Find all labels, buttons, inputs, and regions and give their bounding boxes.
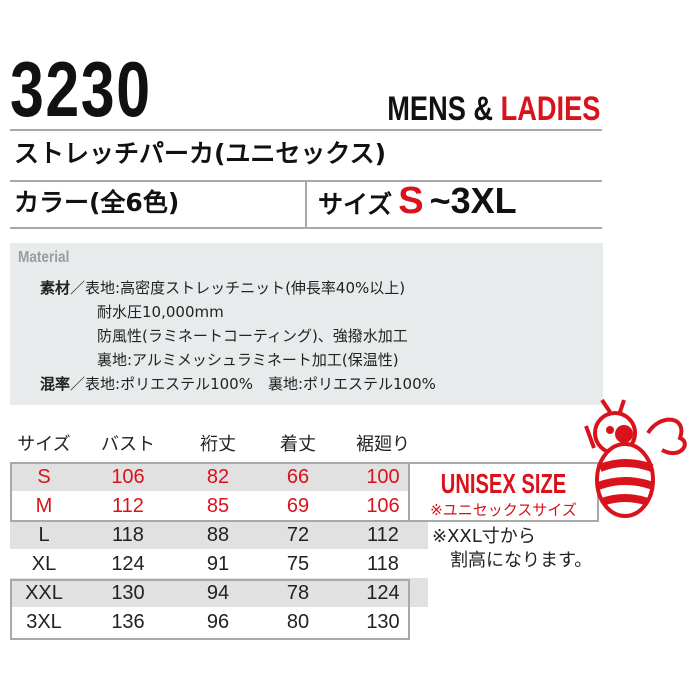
size-label: サイズ (318, 190, 393, 219)
material-key: 混率 (40, 375, 71, 393)
table-cell: 78 (258, 578, 338, 607)
material-lines: 素材／表地:高密度ストレッチニット(伸長率40%以上) 耐水圧10,000mm … (40, 276, 436, 396)
divider (10, 180, 602, 182)
material-line: 混率／表地:ポリエステル100% 裏地:ポリエステル100% (40, 372, 436, 396)
table-cell: 106 (366, 494, 400, 517)
table-cell: 94 (178, 578, 258, 607)
material-line: 防風性(ラミネートコーティング)、強撥水加工 (97, 327, 408, 345)
table-cell: L (10, 520, 78, 549)
material-key: 素材 (40, 279, 71, 297)
table-cell: 3XL (26, 610, 62, 633)
note-line: 割高になります。 (432, 550, 593, 571)
table-cell: 91 (206, 552, 230, 575)
table-cell: XL (31, 552, 57, 575)
header-length: 着丈 (280, 434, 316, 455)
table-cell: 75 (286, 552, 310, 575)
table-cell: 130 (78, 578, 178, 607)
divider (10, 227, 602, 229)
table-row: 3XL 136 96 80 130 (10, 607, 428, 636)
material-line: 裏地:アルミメッシュラミネート加工(保温性) (97, 351, 399, 369)
table-cell: 118 (367, 552, 399, 575)
model-number: 3230 (10, 45, 152, 133)
color-count: カラー(全6色) (14, 188, 180, 217)
unisex-subtitle: ※ユニセックスサイズ (430, 501, 577, 519)
table-cell: 85 (206, 494, 230, 517)
table-row: XXL 130 94 78 124 (10, 578, 428, 607)
vertical-divider (305, 182, 307, 228)
material-line: 素材／表地:高密度ストレッチニット(伸長率40%以上) (40, 276, 436, 300)
gender-ladies: LADIES (500, 90, 600, 128)
material-text: ／表地:ポリエステル100% 裏地:ポリエステル100% (70, 375, 436, 393)
price-note: ※XXL寸から 割高になります。 (432, 525, 592, 573)
material-panel: Material 素材／表地:高密度ストレッチニット(伸長率40%以上) 耐水圧… (10, 243, 603, 405)
table-cell: 130 (366, 610, 400, 633)
table-cell: 66 (258, 462, 338, 491)
unisex-size-box: UNISEX SIZE ※ユニセックスサイズ (410, 462, 599, 522)
table-cell: 118 (78, 520, 178, 549)
table-row: L 118 88 72 112 (10, 520, 428, 549)
header-sleeve: 裄丈 (200, 434, 236, 455)
table-cell: M (35, 494, 53, 517)
size-range: サイズ S ~3XL (318, 182, 517, 220)
material-line: 耐水圧10,000mm (97, 303, 224, 321)
table-row: M 112 85 69 106 (10, 491, 428, 520)
product-name: ストレッチパーカ(ユニセックス) (14, 139, 387, 168)
material-text: ／表地:高密度ストレッチニット(伸長率40%以上) (70, 279, 406, 297)
premium-rows-frame (10, 579, 410, 640)
gender-mens: MENS & (386, 90, 501, 128)
gender-label: MENS & LADIES (387, 92, 600, 126)
unisex-title: UNISEX SIZE (440, 468, 567, 499)
header-size: サイズ (17, 434, 71, 455)
table-cell: 72 (258, 520, 338, 549)
table-cell: 96 (206, 610, 230, 633)
table-cell: 88 (178, 520, 258, 549)
size-min: S (398, 180, 424, 222)
note-line: ※XXL寸から (432, 526, 536, 547)
divider (10, 129, 602, 131)
size-table: サイズ バスト 裄丈 着丈 裾廻り S 106 82 66 100 M 112 85 69 106… (10, 428, 428, 636)
table-cell: 80 (286, 610, 310, 633)
table-cell: S (10, 462, 78, 491)
table-cell: 69 (286, 494, 310, 517)
table-cell: XXL (10, 578, 78, 607)
table-cell: 136 (111, 610, 145, 633)
table-cell: 124 (111, 552, 145, 575)
size-max: ~3XL (429, 180, 517, 221)
unisex-rows-frame (10, 462, 410, 522)
header-hem: 裾廻り (356, 434, 410, 455)
table-row: XL 124 91 75 118 (10, 549, 428, 578)
table-cell: 106 (78, 462, 178, 491)
bee-mascot-icon (584, 398, 687, 518)
header-bust: バスト (101, 434, 155, 455)
table-cell: 112 (338, 520, 428, 549)
table-header: サイズ バスト 裄丈 着丈 裾廻り (10, 428, 428, 462)
material-title: Material (18, 249, 70, 266)
table-cell: 82 (178, 462, 258, 491)
table-cell: 124 (338, 578, 428, 607)
table-cell: 112 (112, 494, 144, 517)
